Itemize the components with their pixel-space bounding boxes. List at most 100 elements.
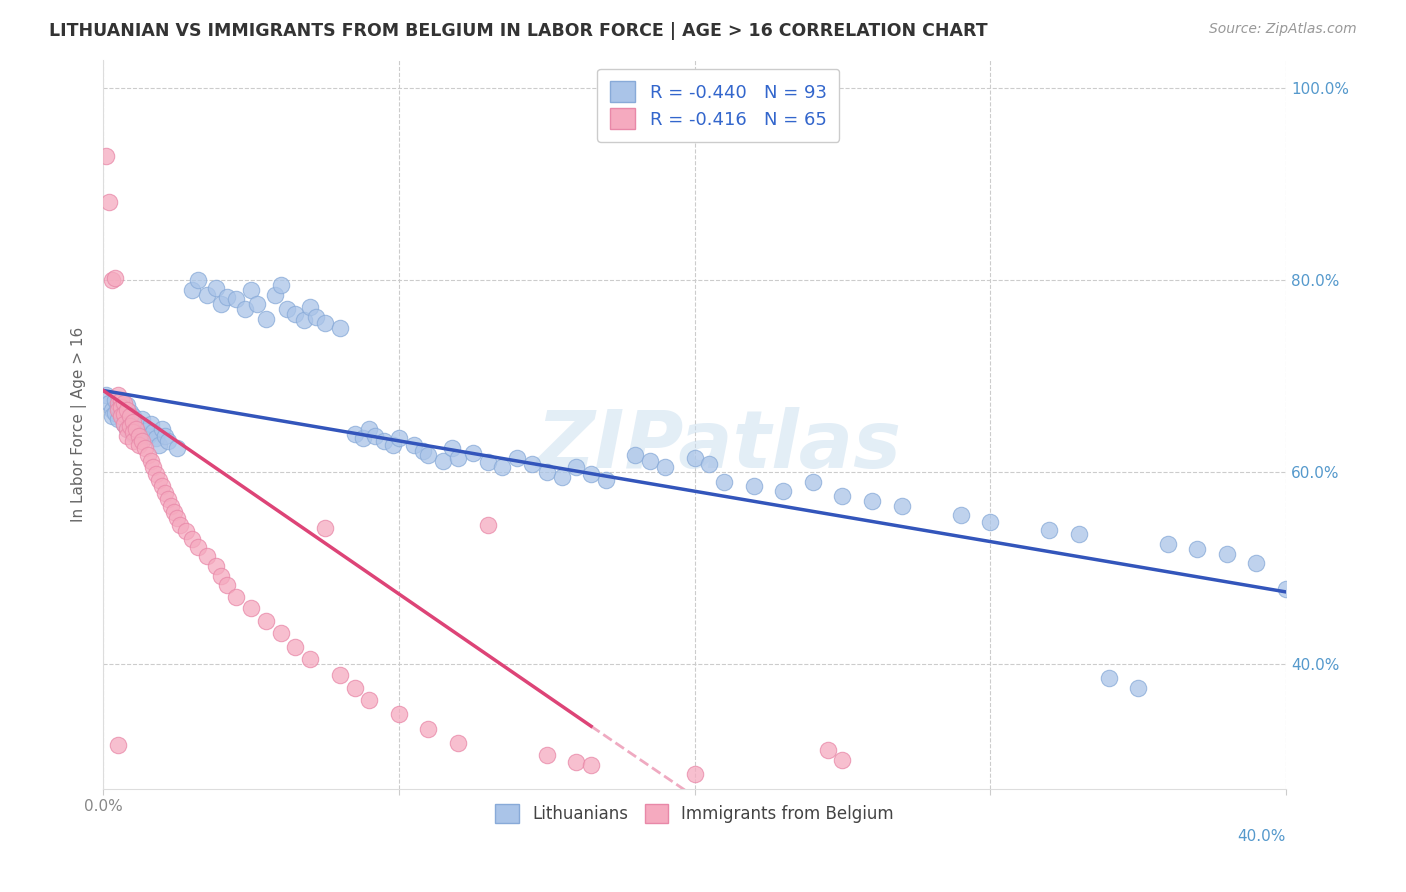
Point — [110, 396, 132, 410]
Point — [211, 297, 233, 311]
Point — [240, 601, 263, 615]
Point — [299, 652, 322, 666]
Point — [112, 408, 135, 422]
Point — [104, 271, 127, 285]
Point — [343, 681, 366, 695]
Point — [128, 428, 150, 442]
Point — [134, 441, 156, 455]
Point — [104, 393, 127, 408]
Point — [1187, 541, 1209, 556]
Point — [101, 409, 124, 424]
Point — [121, 425, 143, 439]
Point — [831, 753, 853, 767]
Point — [107, 739, 129, 753]
Point — [1246, 556, 1268, 570]
Point — [112, 396, 135, 410]
Point — [145, 467, 167, 481]
Point — [343, 426, 366, 441]
Point — [432, 453, 454, 467]
Point — [118, 409, 141, 424]
Point — [506, 450, 529, 465]
Point — [107, 396, 129, 410]
Point — [1216, 547, 1239, 561]
Point — [98, 396, 121, 410]
Point — [536, 747, 558, 762]
Point — [155, 486, 177, 500]
Point — [329, 321, 352, 335]
Point — [579, 757, 602, 772]
Point — [150, 479, 173, 493]
Point — [550, 470, 572, 484]
Legend: Lithuanians, Immigrants from Belgium: Lithuanians, Immigrants from Belgium — [486, 796, 903, 831]
Point — [110, 393, 132, 408]
Point — [860, 493, 883, 508]
Point — [180, 532, 202, 546]
Point — [121, 409, 143, 424]
Point — [388, 432, 411, 446]
Point — [388, 706, 411, 721]
Point — [240, 283, 263, 297]
Point — [125, 415, 148, 429]
Point — [284, 307, 307, 321]
Point — [270, 626, 292, 640]
Point — [169, 517, 191, 532]
Point — [128, 438, 150, 452]
Text: Source: ZipAtlas.com: Source: ZipAtlas.com — [1209, 22, 1357, 37]
Point — [299, 300, 322, 314]
Point — [1067, 527, 1090, 541]
Point — [254, 311, 277, 326]
Point — [364, 428, 387, 442]
Point — [772, 484, 794, 499]
Point — [1126, 681, 1149, 695]
Y-axis label: In Labor Force | Age > 16: In Labor Force | Age > 16 — [72, 326, 87, 522]
Point — [139, 453, 162, 467]
Point — [174, 524, 197, 539]
Point — [359, 422, 381, 436]
Point — [155, 428, 177, 442]
Point — [831, 489, 853, 503]
Point — [131, 434, 153, 449]
Point — [101, 273, 124, 287]
Point — [359, 693, 381, 707]
Point — [246, 297, 269, 311]
Point — [890, 499, 912, 513]
Point — [382, 438, 405, 452]
Point — [949, 508, 972, 523]
Point — [254, 614, 277, 628]
Point — [579, 467, 602, 481]
Point — [477, 455, 499, 469]
Point — [121, 415, 143, 429]
Point — [263, 287, 285, 301]
Point — [979, 515, 1001, 529]
Point — [112, 417, 135, 431]
Point — [305, 310, 328, 324]
Point — [402, 438, 425, 452]
Point — [373, 434, 395, 449]
Point — [638, 453, 661, 467]
Point — [136, 448, 159, 462]
Point — [148, 438, 170, 452]
Point — [107, 412, 129, 426]
Point — [96, 388, 118, 402]
Text: LITHUANIAN VS IMMIGRANTS FROM BELGIUM IN LABOR FORCE | AGE > 16 CORRELATION CHAR: LITHUANIAN VS IMMIGRANTS FROM BELGIUM IN… — [49, 22, 988, 40]
Point — [284, 640, 307, 654]
Point — [217, 290, 239, 304]
Point — [115, 422, 138, 436]
Point — [163, 505, 186, 519]
Point — [110, 408, 132, 422]
Point — [166, 441, 188, 455]
Point — [166, 511, 188, 525]
Point — [565, 755, 588, 769]
Point — [699, 458, 721, 472]
Point — [110, 409, 132, 424]
Text: 40.0%: 40.0% — [1237, 829, 1286, 844]
Point — [204, 559, 226, 574]
Point — [112, 417, 135, 431]
Point — [314, 317, 336, 331]
Point — [1038, 523, 1060, 537]
Point — [418, 448, 440, 462]
Point — [276, 301, 298, 316]
Point — [624, 448, 647, 462]
Point — [107, 402, 129, 417]
Point — [713, 475, 735, 489]
